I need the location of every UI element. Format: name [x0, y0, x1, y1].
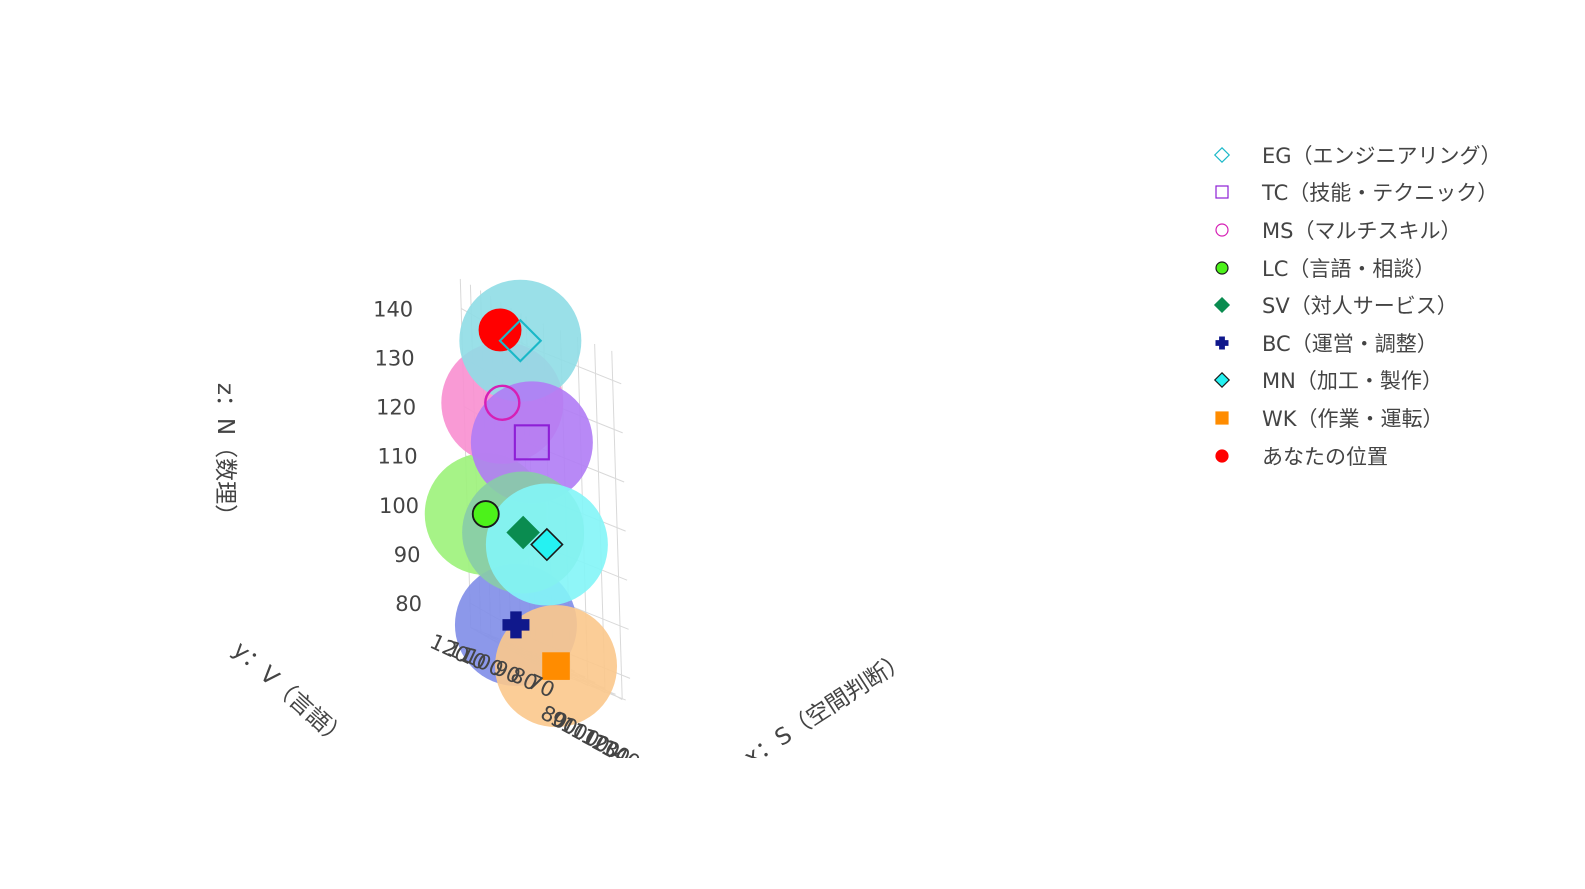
- z-tick-label: 80: [395, 592, 422, 616]
- legend: EG（エンジニアリング） TC（技能・テクニック） MS（マルチスキル） LC（言語・…: [1205, 136, 1502, 474]
- point-wk: [542, 652, 570, 680]
- legend-marker-tc: [1205, 182, 1239, 202]
- z-tick-label: 120: [376, 396, 416, 420]
- legend-symbol: [1215, 336, 1229, 350]
- z-tick-label: 130: [375, 347, 415, 371]
- legend-marker-ms: [1205, 220, 1239, 240]
- bubble-tc: [470, 381, 593, 504]
- legend-label: SV（対人サービス）: [1262, 294, 1458, 319]
- legend-item-bc[interactable]: BC（運営・調整）: [1205, 324, 1502, 362]
- z-tick-label: 100: [379, 494, 419, 518]
- point-bc: [502, 611, 530, 639]
- legend-symbol: [1215, 223, 1229, 237]
- legend-symbol: [1215, 448, 1229, 463]
- legend-marker-bc: [1205, 333, 1239, 353]
- legend-marker-eg: [1205, 145, 1239, 165]
- x-tick-label: 140: [597, 735, 644, 775]
- legend-symbol: [1215, 411, 1229, 425]
- point-sv: [506, 515, 540, 550]
- gridline-y-side: [611, 350, 623, 700]
- legend-label: WK（作業・運転）: [1262, 406, 1444, 431]
- bubble-eg: [459, 279, 582, 402]
- bubble-layer: [424, 279, 618, 728]
- legend-marker-lc: [1205, 258, 1239, 278]
- legend-label: TC（技能・テクニック）: [1262, 181, 1499, 206]
- legend-symbol: [1215, 260, 1229, 275]
- legend-item-you[interactable]: あなたの位置: [1205, 437, 1502, 475]
- legend-label: EG（エンジニアリング）: [1262, 143, 1502, 168]
- point-mn: [530, 527, 564, 562]
- legend-item-sv[interactable]: SV（対人サービス）: [1205, 286, 1502, 324]
- legend-marker-sv: [1205, 295, 1239, 315]
- legend-label: LC（言語・相談）: [1262, 256, 1436, 281]
- y-axis-title: y：V（言語）: [227, 637, 352, 753]
- legend-symbol: [1215, 185, 1229, 199]
- legend-label: あなたの位置: [1262, 444, 1388, 469]
- z-tick-label: 110: [377, 445, 417, 469]
- legend-label: BC（運営・調整）: [1262, 331, 1438, 356]
- legend-item-mn[interactable]: MN（加工・製作）: [1205, 362, 1502, 400]
- legend-item-lc[interactable]: LC（言語・相談）: [1205, 249, 1502, 287]
- legend-label: MN（加工・製作）: [1262, 369, 1443, 394]
- legend-symbol: [1213, 297, 1231, 314]
- point-ms: [484, 384, 521, 422]
- legend-item-eg[interactable]: EG（エンジニアリング）: [1205, 136, 1502, 174]
- z-tick-label: 140: [373, 297, 413, 321]
- legend-marker-wk: [1205, 408, 1239, 428]
- legend-marker-mn: [1205, 370, 1239, 390]
- legend-item-wk[interactable]: WK（作業・運転）: [1205, 399, 1502, 437]
- point-you: [478, 308, 522, 352]
- legend-label: MS（マルチスキル）: [1262, 218, 1462, 243]
- legend-symbol: [1213, 146, 1231, 163]
- point-tc: [513, 424, 550, 461]
- z-axis-title: z：N（数理）: [212, 383, 238, 527]
- point-eg: [498, 318, 543, 363]
- legend-item-tc[interactable]: TC（技能・テクニック）: [1205, 174, 1502, 212]
- legend-marker-you: [1205, 446, 1239, 466]
- z-tick-label: 90: [394, 543, 421, 567]
- tick-label-layer: 8090100110120130140708090100110120809010…: [373, 297, 644, 775]
- x-axis-title: x：S（空間判断）: [740, 647, 913, 772]
- point-lc: [471, 500, 500, 528]
- legend-item-ms[interactable]: MS（マルチスキル）: [1205, 211, 1502, 249]
- legend-symbol: [1213, 372, 1231, 389]
